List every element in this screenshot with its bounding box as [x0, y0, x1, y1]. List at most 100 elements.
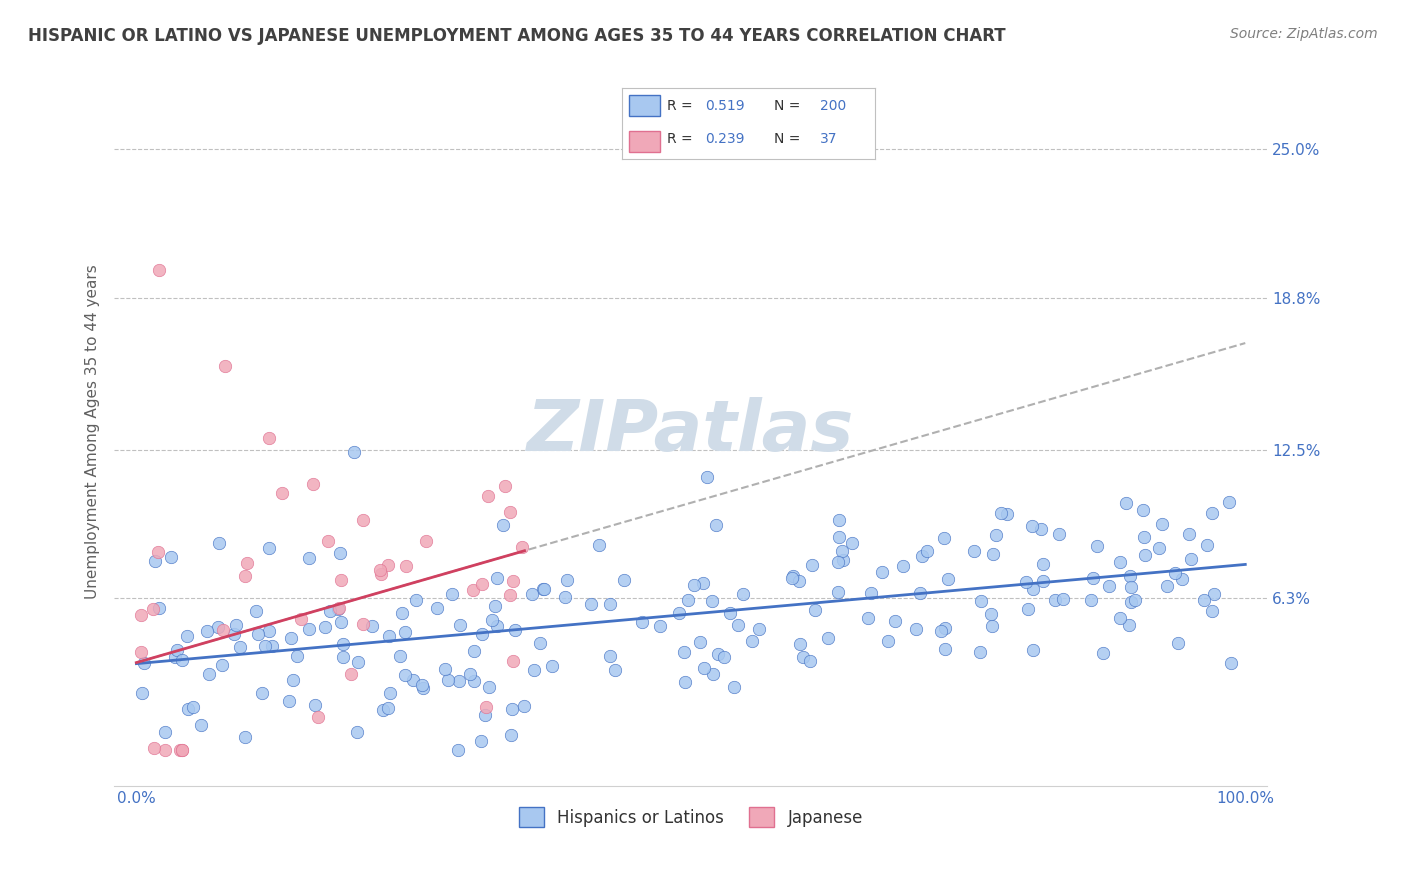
Point [970, 594, 993, 608]
Point [799, 655, 821, 669]
Point [247, 627, 270, 641]
Point [934, 642, 956, 657]
Point [1052, 591, 1074, 606]
Point [704, 517, 727, 532]
Point [1080, 593, 1102, 607]
Point [270, 486, 292, 500]
Point [631, 615, 654, 629]
Point [426, 601, 449, 615]
Point [876, 634, 898, 648]
Point [253, 640, 276, 654]
Point [368, 563, 391, 577]
Point [910, 549, 932, 563]
Point [599, 598, 621, 612]
Point [980, 619, 1002, 633]
Point [332, 649, 354, 664]
Point [259, 541, 281, 555]
Point [990, 506, 1012, 520]
Point [441, 587, 464, 601]
Point [870, 565, 893, 579]
Point [211, 657, 233, 672]
Point [370, 567, 392, 582]
Point [700, 594, 723, 608]
Point [277, 694, 299, 708]
Point [1192, 593, 1215, 607]
Point [499, 588, 522, 602]
Point [257, 624, 280, 639]
Point [449, 618, 471, 632]
Point [326, 601, 349, 615]
Point [153, 724, 176, 739]
Point [437, 673, 460, 687]
Point [259, 431, 281, 445]
Point [1197, 538, 1219, 552]
Point [1167, 636, 1189, 650]
Point [529, 635, 551, 649]
Point [969, 645, 991, 659]
Point [675, 675, 697, 690]
Point [352, 513, 374, 527]
Point [208, 536, 231, 550]
Point [689, 634, 711, 648]
Point [307, 710, 329, 724]
Point [391, 607, 413, 621]
Point [388, 649, 411, 664]
Point [328, 600, 350, 615]
Point [1029, 522, 1052, 536]
Point [434, 662, 457, 676]
Point [1049, 526, 1071, 541]
Point [1119, 569, 1142, 583]
Point [827, 585, 849, 599]
Point [1017, 601, 1039, 615]
Point [245, 604, 267, 618]
Point [693, 661, 716, 675]
Point [330, 615, 353, 629]
Point [1032, 574, 1054, 588]
Point [1171, 573, 1194, 587]
Point [741, 633, 763, 648]
Point [533, 582, 555, 596]
Point [792, 650, 814, 665]
Point [707, 647, 730, 661]
Point [827, 555, 849, 569]
Point [402, 673, 425, 687]
Point [319, 604, 342, 618]
Point [394, 625, 416, 640]
Point [343, 444, 366, 458]
Point [804, 603, 827, 617]
Point [605, 664, 627, 678]
Point [346, 656, 368, 670]
Point [503, 624, 526, 638]
Point [1022, 582, 1045, 597]
Point [471, 627, 494, 641]
Point [228, 640, 250, 655]
Point [720, 606, 742, 620]
Point [233, 730, 256, 744]
Point [1021, 519, 1043, 533]
Point [281, 673, 304, 687]
Point [648, 619, 671, 633]
Point [1201, 507, 1223, 521]
Point [492, 518, 515, 533]
Point [1177, 527, 1199, 541]
Point [581, 597, 603, 611]
Point [131, 686, 153, 700]
Point [1123, 593, 1146, 607]
Point [314, 620, 336, 634]
Point [668, 606, 690, 620]
Text: ZIPatlas: ZIPatlas [527, 397, 855, 467]
Point [471, 577, 494, 591]
Point [378, 686, 401, 700]
Point [378, 629, 401, 643]
Point [470, 734, 492, 748]
Point [212, 623, 235, 637]
Point [143, 553, 166, 567]
Point [449, 674, 471, 689]
Point [904, 622, 927, 636]
Text: Source: ZipAtlas.com: Source: ZipAtlas.com [1230, 27, 1378, 41]
Point [934, 621, 956, 635]
Point [832, 552, 855, 566]
Point [129, 645, 152, 659]
Point [447, 743, 470, 757]
Point [981, 547, 1004, 561]
